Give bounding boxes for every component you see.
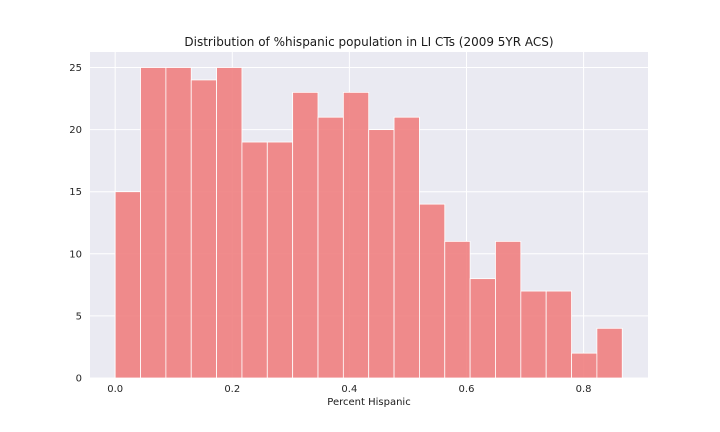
histogram-bar: [241, 141, 268, 379]
histogram-bar: [140, 67, 167, 379]
histogram-bar: [266, 141, 294, 379]
y-tick-label: 20: [69, 125, 82, 136]
x-tick-label: 0.0: [107, 384, 123, 395]
histogram-bar: [368, 129, 395, 379]
histogram-bar: [545, 290, 572, 379]
histogram-bar: [596, 327, 623, 379]
chart-title: Distribution of %hispanic population in …: [184, 35, 553, 49]
histogram-bar: [419, 203, 446, 379]
x-tick-label: 0.4: [341, 384, 357, 395]
y-tick-labels: 0 5 10 15 20 25: [69, 63, 82, 384]
histogram-bar: [292, 91, 319, 379]
histogram-bar: [495, 240, 522, 379]
y-tick-label: 15: [69, 187, 82, 198]
histogram-bar: [190, 79, 217, 379]
histogram-bar: [393, 116, 420, 379]
x-axis-label: Percent Hispanic: [327, 397, 410, 408]
histogram-bar: [342, 91, 370, 379]
y-tick-label: 5: [76, 311, 82, 322]
histogram-bar: [114, 191, 141, 379]
histogram-bar: [444, 240, 471, 379]
bars: [114, 67, 623, 379]
histogram-bar: [165, 67, 192, 379]
x-tick-labels: 0.0 0.2 0.4 0.6 0.8: [107, 384, 591, 395]
histogram-bar: [469, 278, 496, 379]
histogram-bar: [216, 67, 243, 379]
y-tick-label: 25: [69, 63, 82, 74]
x-tick-label: 0.8: [576, 384, 592, 395]
histogram-bar: [571, 352, 598, 379]
y-tick-label: 0: [76, 374, 82, 385]
x-tick-label: 0.2: [224, 384, 240, 395]
y-tick-label: 10: [69, 249, 82, 260]
histogram-bar: [520, 290, 547, 379]
x-tick-label: 0.6: [459, 384, 475, 395]
histogram-bar: [317, 116, 344, 379]
